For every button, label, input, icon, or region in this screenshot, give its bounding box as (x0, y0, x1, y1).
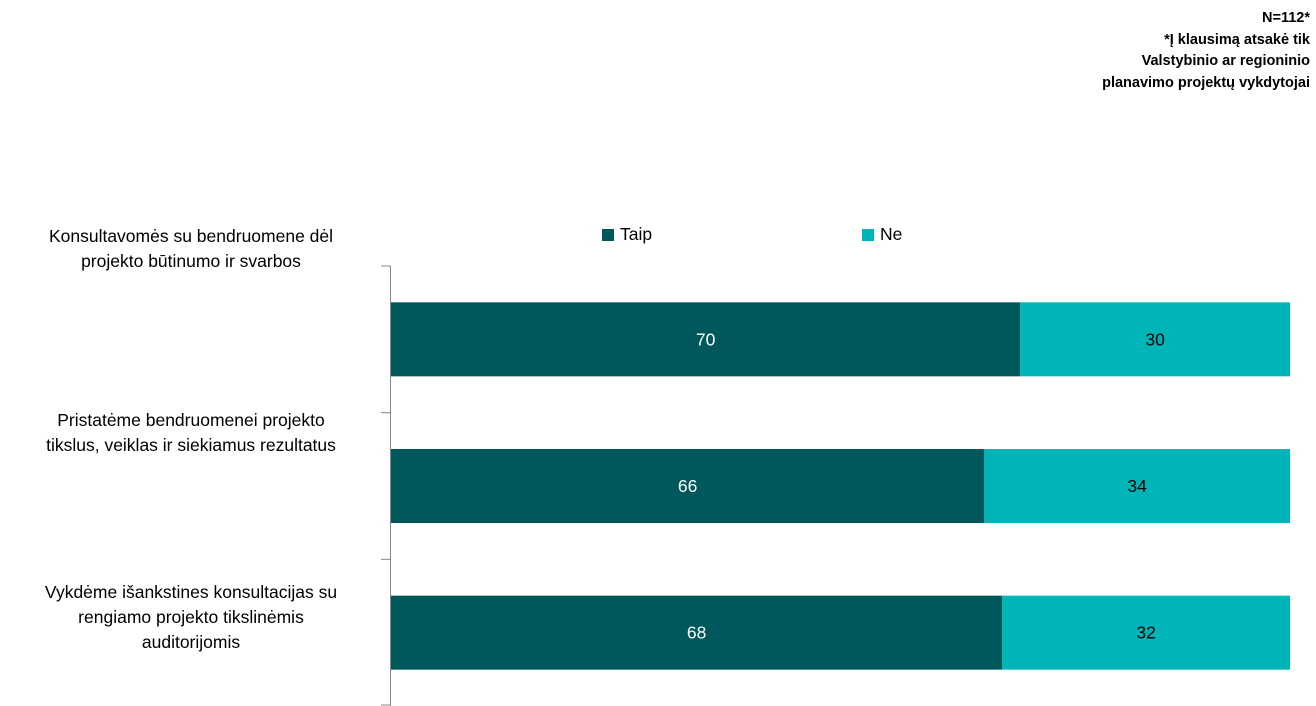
legend-swatch-taip (602, 228, 614, 241)
category-label-1: Konsultavomės su bendruomene dėl projekt… (0, 224, 382, 274)
category-label-3: Vykdėme išankstines konsultacijas su ren… (0, 580, 382, 655)
category-label-2: Pristatėme bendruomenei projekto tikslus… (0, 408, 382, 458)
data-label-ne-3: 32 (1136, 623, 1155, 643)
note-line-3: planavimo projektų vykdytojai (1102, 74, 1310, 91)
bar-taip-3 (391, 595, 1003, 670)
note-line-2: Valstybinio ar regioninio (1141, 53, 1310, 69)
data-label-ne-1: 30 (1145, 329, 1165, 349)
bar-taip-1 (391, 302, 1021, 377)
data-label-taip-2: 66 (678, 476, 697, 496)
bar-taip-2 (391, 449, 985, 523)
category-label-3-line-3: auditorijomis (141, 632, 241, 652)
category-label-1-line-2: projekto būtinumo ir svarbos (81, 251, 301, 271)
legend-swatch-ne (862, 228, 874, 241)
sample-note: N=112* *Į klausimą atsakė tik Valstybini… (1102, 8, 1310, 94)
legend-item-taip: Taip (602, 224, 652, 245)
legend-label-taip: Taip (620, 224, 653, 244)
data-label-ne-2: 34 (1127, 476, 1147, 496)
data-label-taip-3: 68 (687, 623, 706, 643)
legend-item-ne: Ne (862, 224, 902, 245)
category-label-3-line-1: Vykdėme išankstines konsultacijas su (44, 582, 338, 602)
category-label-3-line-2: rengiamo projekto tikslinėmis (78, 607, 304, 627)
bar-ne-2 (984, 449, 1290, 523)
bar-ne-1 (1020, 302, 1290, 377)
data-label-taip-1: 70 (696, 329, 716, 349)
category-label-2-line-1: Pristatėme bendruomenei projekto (57, 410, 325, 430)
note-line-1: *Į klausimą atsakė tik (1164, 31, 1310, 48)
sample-size: N=112* (1262, 10, 1310, 26)
bar-ne-3 (1002, 595, 1290, 670)
category-label-2-line-2: tikslus, veiklas ir siekiamus rezultatus (46, 435, 336, 455)
category-label-1-line-1: Konsultavomės su bendruomene dėl (48, 226, 334, 246)
legend-label-ne: Ne (880, 224, 903, 244)
